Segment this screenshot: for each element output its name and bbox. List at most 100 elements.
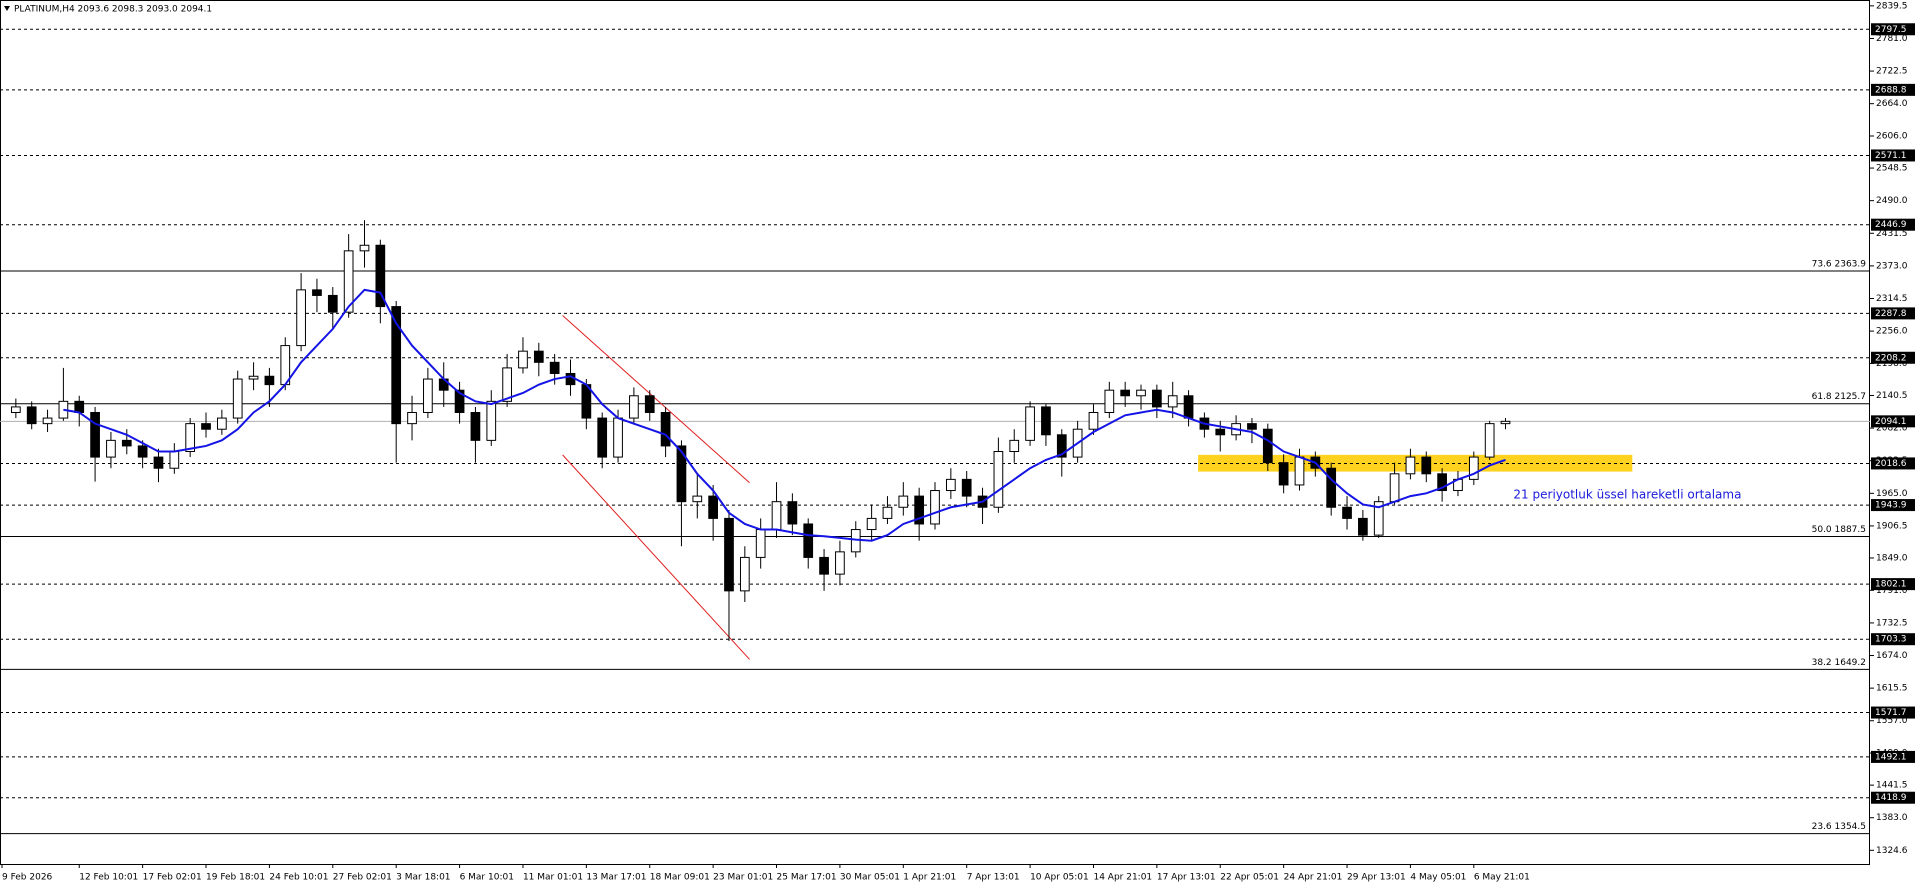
candle-body xyxy=(1056,434,1067,458)
candle-body xyxy=(803,523,814,558)
candle-body xyxy=(1468,456,1479,480)
candle-body xyxy=(613,417,623,458)
candle-body xyxy=(549,361,560,374)
x-tick-label: 10 Apr 05:01 xyxy=(1030,873,1089,883)
candle-body xyxy=(137,445,148,458)
candle-body xyxy=(533,350,544,363)
candle-body xyxy=(597,417,608,458)
candle-body xyxy=(676,445,687,503)
candle-body xyxy=(930,490,940,525)
y-tick-label: 1674.0 xyxy=(1876,651,1908,661)
level-tag xyxy=(1871,499,1915,512)
candle-body xyxy=(201,423,211,430)
x-tick-label: 18 Mar 09:01 xyxy=(650,873,710,883)
fib-label: 61.8 2125.7 xyxy=(1812,392,1866,402)
y-tick-label: 1615.5 xyxy=(1876,684,1908,694)
candle-body xyxy=(296,289,306,347)
y-tick-label: 2606.0 xyxy=(1876,132,1908,142)
candle-body xyxy=(692,495,703,503)
y-tick-label: 2548.5 xyxy=(1876,164,1908,174)
candle-body xyxy=(835,551,845,575)
y-tick-label: 2722.5 xyxy=(1876,67,1908,77)
candle-body xyxy=(1358,517,1368,536)
x-tick-label: 22 Apr 05:01 xyxy=(1220,873,1279,883)
level-tag xyxy=(1871,578,1915,591)
candle-body xyxy=(1104,389,1115,413)
candle-body xyxy=(1088,411,1099,430)
candle-body xyxy=(26,406,37,425)
candle-body xyxy=(644,395,655,413)
y-tick-label: 1557.0 xyxy=(1876,716,1908,726)
candle-body xyxy=(1136,389,1146,397)
candle-body xyxy=(470,411,481,441)
y-tick-label: 2314.5 xyxy=(1876,294,1908,304)
candle-body xyxy=(232,378,243,419)
candle-body xyxy=(502,367,512,402)
fib-label: 50.0 1887.5 xyxy=(1812,525,1866,535)
candle-body xyxy=(343,250,354,313)
level-tag-label: 2797.5 xyxy=(1875,25,1907,35)
candle-body xyxy=(407,411,417,425)
level-tag xyxy=(1871,706,1915,719)
level-tag xyxy=(1871,83,1915,96)
level-tag-label: 1703.3 xyxy=(1875,635,1907,645)
fib-label: 23.6 1354.5 xyxy=(1812,822,1866,832)
candle-body xyxy=(327,294,338,313)
level-tag xyxy=(1871,457,1915,470)
x-tick-label: 12 Feb 10:01 xyxy=(79,873,138,883)
y-tick-label: 1441.5 xyxy=(1876,781,1908,791)
candle-body xyxy=(739,556,750,592)
candle-body xyxy=(755,529,766,558)
channel-line xyxy=(562,315,750,484)
candle-body xyxy=(248,375,259,380)
x-tick-label: 14 Apr 21:01 xyxy=(1093,873,1152,883)
chart-title: PLATINUM,H4 2093.6 2098.3 2093.0 2094.1 xyxy=(14,5,212,15)
plot-frame xyxy=(0,0,1870,865)
level-tag xyxy=(1871,218,1915,231)
channel-line xyxy=(562,454,750,660)
candle-body xyxy=(660,411,671,447)
y-tick-label: 2490.0 xyxy=(1876,196,1908,206)
y-tick-label: 2373.0 xyxy=(1876,261,1908,271)
level-tag xyxy=(1871,351,1915,364)
y-tick-label: 2082.0 xyxy=(1876,424,1908,434)
candle-body xyxy=(518,350,528,369)
level-tag-label: 1571.7 xyxy=(1875,708,1907,718)
x-tick-label: 13 Mar 17:01 xyxy=(586,873,646,883)
fib-label: 38.2 1649.2 xyxy=(1812,658,1866,668)
x-tick-label: 24 Feb 10:01 xyxy=(269,873,328,883)
y-tick-label: 1791.0 xyxy=(1876,586,1908,596)
y-tick-label: 2198.0 xyxy=(1876,359,1908,369)
menu-triangle xyxy=(4,6,10,11)
y-tick-label: 2140.5 xyxy=(1876,391,1908,401)
candle-body xyxy=(153,456,164,469)
x-tick-label: 17 Feb 02:01 xyxy=(143,873,202,883)
x-tick-label: 30 Mar 05:01 xyxy=(840,873,900,883)
x-tick-label: 6 Mar 10:01 xyxy=(460,873,514,883)
candle-body xyxy=(423,378,433,413)
candle-body xyxy=(185,423,196,453)
level-tag xyxy=(1871,791,1915,804)
candle-body xyxy=(217,417,227,430)
x-tick-label: 6 May 21:01 xyxy=(1474,873,1530,883)
candle-body xyxy=(1326,467,1337,508)
level-tag-label: 2287.8 xyxy=(1875,309,1907,319)
x-tick-label: 9 Feb 2026 xyxy=(2,873,53,883)
candle-body xyxy=(1167,395,1178,408)
x-tick-label: 11 Mar 01:01 xyxy=(523,873,583,883)
candle-body xyxy=(945,478,956,492)
x-tick-label: 19 Feb 18:01 xyxy=(206,873,265,883)
candle-body xyxy=(771,501,782,531)
y-tick-label: 2839.5 xyxy=(1876,1,1908,11)
candle-body xyxy=(90,411,100,458)
candle-body xyxy=(375,244,386,308)
candle-body xyxy=(1437,473,1447,492)
candle-body xyxy=(42,417,53,425)
candle-body xyxy=(819,556,829,575)
y-tick-label: 1965.0 xyxy=(1876,489,1908,499)
candle-body xyxy=(961,478,972,497)
candle-body xyxy=(914,495,925,525)
candle-body xyxy=(1247,423,1257,430)
candle-body xyxy=(993,451,1004,508)
